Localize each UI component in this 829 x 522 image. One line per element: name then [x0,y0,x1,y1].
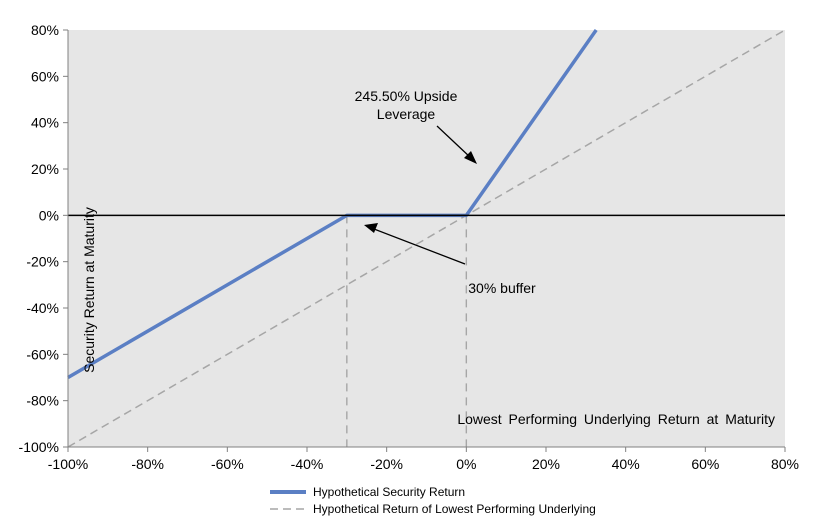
buffer-annotation: 30% buffer [468,280,536,296]
x-tick-label-0: -100% [48,456,88,472]
leverage-arrow [436,125,477,164]
legend-label-security: Hypothetical Security Return [313,485,465,499]
x-tick-label-6: 20% [532,456,560,472]
y-axis-ticks: 80% 60% 40% 20% 0% -20% -40% -60% -80% -100% [19,22,68,455]
y-tick-label-1: 60% [31,68,59,84]
y-tick-label-7: -60% [26,346,59,362]
x-axis-ticks: -100% -80% -60% -40% -20% 0% 20% 40% 60% 80% [48,447,799,472]
x-tick-label-4: -20% [370,456,403,472]
x-tick-label-2: -60% [211,456,244,472]
x-tick-label-7: 40% [612,456,640,472]
legend-label-underlying: Hypothetical Return of Lowest Performing… [313,502,596,516]
y-axis-label: Security Return at Maturity [81,207,97,373]
y-tick-label-5: -20% [26,254,59,270]
y-tick-label-3: 20% [31,161,59,177]
leverage-annotation-line2: Leverage [377,106,436,122]
y-tick-label-0: 80% [31,22,59,38]
leverage-annotation-line1: 245.50% Upside [355,88,458,104]
buffer-arrow [364,223,466,265]
x-tick-label-5: 0% [456,456,476,472]
y-tick-label-4: 0% [39,207,59,223]
series-line-underlying-return [67,29,786,448]
y-tick-label-8: -80% [26,393,59,409]
y-tick-label-6: -40% [26,300,59,316]
x-axis-label: Lowest Performing Underlying Return at M… [457,411,775,427]
guide-lines [346,215,468,447]
x-tick-label-1: -80% [131,456,164,472]
x-tick-label-8: 60% [691,456,719,472]
x-tick-label-3: -40% [291,456,324,472]
y-tick-label-9: -100% [19,439,59,455]
x-tick-label-9: 80% [771,456,799,472]
y-tick-label-2: 40% [31,115,59,131]
legend: Hypothetical Security Return Hypothetica… [270,485,596,516]
